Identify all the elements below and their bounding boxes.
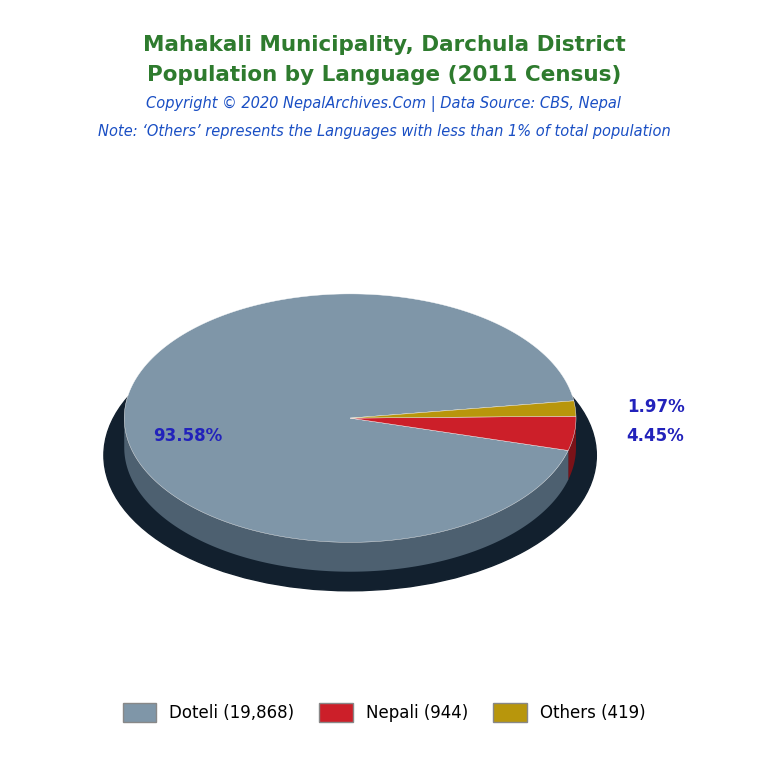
Polygon shape: [568, 418, 576, 480]
Legend: Doteli (19,868), Nepali (944), Others (419): Doteli (19,868), Nepali (944), Others (4…: [116, 697, 652, 729]
Text: 93.58%: 93.58%: [153, 427, 222, 445]
Polygon shape: [124, 294, 574, 542]
Text: Copyright © 2020 NepalArchives.Com | Data Source: CBS, Nepal: Copyright © 2020 NepalArchives.Com | Dat…: [147, 96, 621, 112]
Polygon shape: [124, 418, 568, 571]
Polygon shape: [350, 401, 576, 418]
Text: 1.97%: 1.97%: [627, 398, 685, 415]
Text: Mahakali Municipality, Darchula District: Mahakali Municipality, Darchula District: [143, 35, 625, 55]
Text: Population by Language (2011 Census): Population by Language (2011 Census): [147, 65, 621, 85]
Polygon shape: [350, 418, 568, 480]
Ellipse shape: [104, 320, 596, 591]
Polygon shape: [350, 416, 576, 451]
Text: 4.45%: 4.45%: [626, 427, 684, 445]
Polygon shape: [350, 418, 568, 480]
Text: Note: ‘Others’ represents the Languages with less than 1% of total population: Note: ‘Others’ represents the Languages …: [98, 124, 670, 140]
